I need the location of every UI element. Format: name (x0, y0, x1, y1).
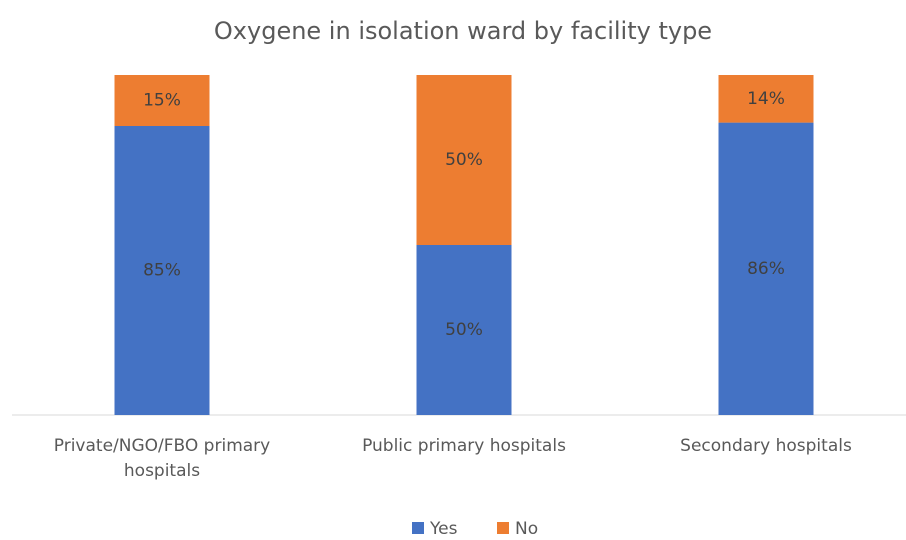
data-label: 15% (143, 91, 181, 111)
legend-swatch (412, 522, 424, 534)
x-tick-label: Private/NGO/FBO primary hospitals (53, 436, 271, 481)
x-tick-label: Secondary hospitals (680, 436, 852, 456)
bar-segment (718, 122, 814, 415)
legend-swatch (497, 522, 509, 534)
x-tick-label: Public primary hospitals (362, 436, 566, 456)
chart-title: Oxygene in isolation ward by facility ty… (214, 17, 712, 45)
data-label: 86% (747, 259, 785, 279)
data-label: 50% (445, 320, 483, 340)
legend-label: Yes (429, 519, 458, 539)
data-label: 85% (143, 261, 181, 281)
legend-label: No (515, 519, 538, 539)
data-label: 14% (747, 89, 785, 109)
bar-segment (718, 75, 814, 123)
bar-segment (416, 75, 512, 245)
bar-segment (416, 245, 512, 415)
bar-segment (114, 126, 210, 415)
data-label: 50% (445, 150, 483, 170)
bar-segment (114, 75, 210, 126)
